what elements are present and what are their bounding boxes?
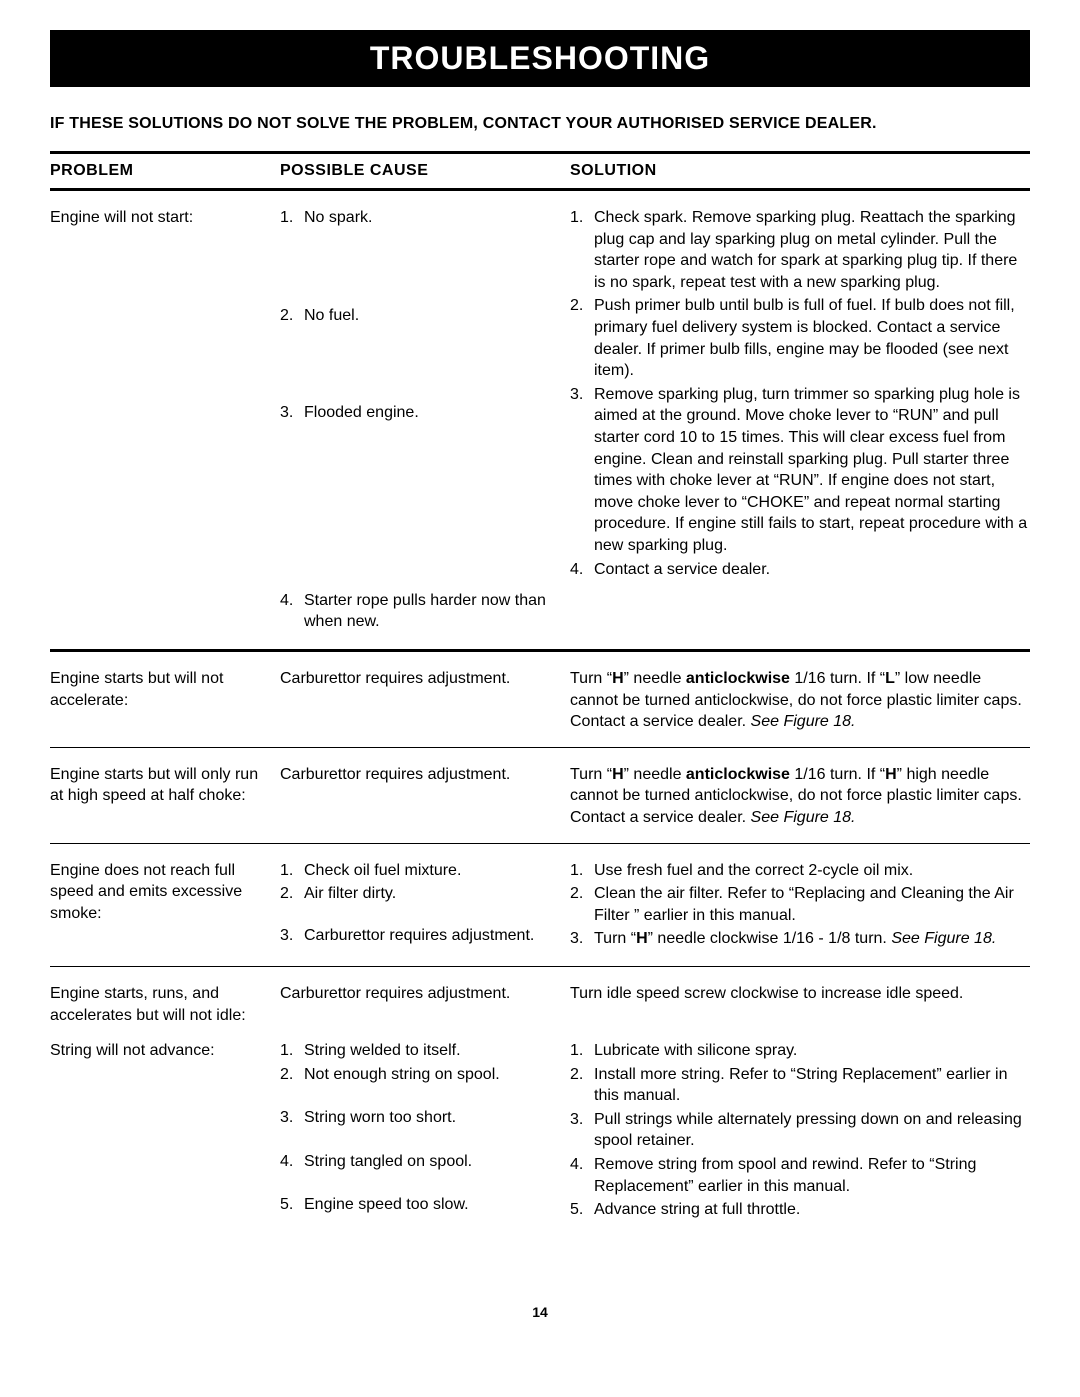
solution-cell: 1.Use fresh fuel and the correct 2-cycle… — [570, 860, 1030, 952]
solution-item: Turn “H” needle clockwise 1/16 - 1/8 tur… — [594, 928, 1030, 950]
solution-item: Remove string from spool and rewind. Ref… — [594, 1154, 1030, 1197]
notice-text: IF THESE SOLUTIONS DO NOT SOLVE THE PROB… — [50, 115, 1030, 133]
table-row: Engine will not start: 1.No spark. 2.No … — [50, 191, 1030, 649]
solution-cell: 1.Lubricate with silicone spray. 2.Insta… — [570, 1040, 1030, 1230]
cause-item: Air filter dirty. — [304, 883, 560, 905]
cause-item: Check oil fuel mixture. — [304, 860, 560, 882]
cause-item: Engine speed too slow. — [304, 1194, 560, 1216]
cause-item: String welded to itself. — [304, 1040, 560, 1062]
problem-cell: Engine does not reach full speed and emi… — [50, 860, 280, 952]
header-problem: PROBLEM — [50, 162, 280, 180]
table-row: Engine does not reach full speed and emi… — [50, 844, 1030, 966]
cause-item: Flooded engine. — [304, 402, 560, 424]
cause-item: No fuel. — [304, 305, 560, 327]
solution-item: Contact a service dealer. — [594, 559, 1030, 581]
problem-cell: Engine will not start: — [50, 207, 280, 635]
solution-item: Remove sparking plug, turn trimmer so sp… — [594, 384, 1030, 557]
cause-cell: Carburettor requires adjustment. — [280, 983, 570, 1026]
cause-cell: Carburettor requires adjustment. — [280, 668, 570, 733]
solution-item: Push primer bulb until bulb is full of f… — [594, 295, 1030, 381]
cause-item: String worn too short. — [304, 1107, 560, 1129]
cause-item: Starter rope pulls harder now than when … — [304, 590, 560, 633]
solution-item: Use fresh fuel and the correct 2-cycle o… — [594, 860, 1030, 882]
solution-cell: Turn “H” needle anticlockwise 1/16 turn.… — [570, 668, 1030, 733]
cause-item: String tangled on spool. — [304, 1151, 560, 1173]
cause-item: Carburettor requires adjustment. — [304, 925, 560, 947]
problem-cell: Engine starts but will not accelerate: — [50, 668, 280, 733]
solution-item: Lubricate with silicone spray. — [594, 1040, 1030, 1062]
page-title: TROUBLESHOOTING — [50, 30, 1030, 87]
solution-item: Check spark. Remove sparking plug. Reatt… — [594, 207, 1030, 293]
table-row: Engine starts but will not accelerate: C… — [50, 652, 1030, 747]
solution-item: Advance string at full throttle. — [594, 1199, 1030, 1221]
cause-item: No spark. — [304, 207, 560, 229]
problem-cell: String will not advance: — [50, 1040, 280, 1230]
header-cause: POSSIBLE CAUSE — [280, 162, 570, 180]
problem-cell: Engine starts but will only run at high … — [50, 764, 280, 829]
problem-cell: Engine starts, runs, and accelerates but… — [50, 983, 280, 1026]
cause-cell: 1.No spark. 2.No fuel. 3.Flooded engine.… — [280, 207, 570, 635]
cause-cell: 1.String welded to itself. 2.Not enough … — [280, 1040, 570, 1230]
solution-cell: Turn idle speed screw clockwise to incre… — [570, 983, 1030, 1026]
header-solution: SOLUTION — [570, 162, 1030, 180]
solution-cell: Turn “H” needle anticlockwise 1/16 turn.… — [570, 764, 1030, 829]
solution-item: Clean the air filter. Refer to “Replacin… — [594, 883, 1030, 926]
page-number: 14 — [50, 1304, 1030, 1320]
solution-item: Install more string. Refer to “String Re… — [594, 1064, 1030, 1107]
table-row: Engine starts but will only run at high … — [50, 748, 1030, 843]
cause-cell: 1.Check oil fuel mixture. 2.Air filter d… — [280, 860, 570, 952]
table-header-row: PROBLEM POSSIBLE CAUSE SOLUTION — [50, 154, 1030, 188]
cause-cell: Carburettor requires adjustment. — [280, 764, 570, 829]
table-row: String will not advance: 1.String welded… — [50, 1034, 1030, 1244]
cause-item: Not enough string on spool. — [304, 1064, 560, 1086]
solution-item: Pull strings while alternately pressing … — [594, 1109, 1030, 1152]
table-row: Engine starts, runs, and accelerates but… — [50, 967, 1030, 1034]
solution-cell: 1.Check spark. Remove sparking plug. Rea… — [570, 207, 1030, 635]
